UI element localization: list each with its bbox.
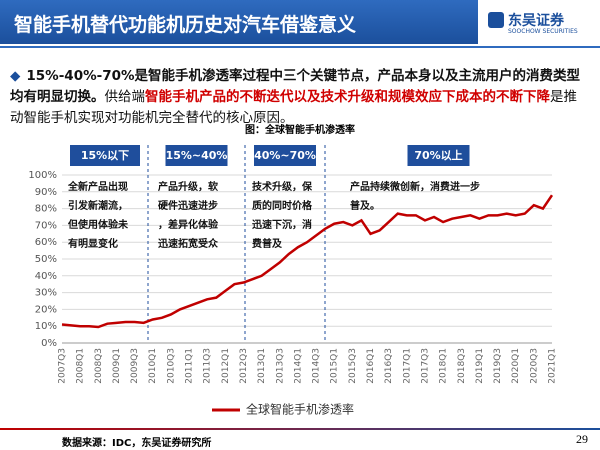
y-tick-label: 60% [35, 237, 57, 248]
phase-note: 技术升级，保 [252, 180, 313, 193]
phase-label: 15%以下 [81, 149, 129, 162]
x-tick-label: 2011Q1 [185, 348, 195, 384]
phase-note: 产品升级，软 [158, 180, 218, 193]
phase-note: 产品持续微创新，消费进一步 [350, 180, 480, 193]
x-tick-label: 2016Q1 [366, 348, 376, 384]
x-tick-label: 2018Q3 [457, 348, 467, 384]
x-tick-label: 2014Q3 [312, 348, 322, 384]
x-tick-label: 2015Q1 [330, 348, 340, 384]
y-tick-label: 100% [28, 170, 57, 181]
x-tick-label: 2013Q1 [257, 348, 267, 384]
x-tick-label: 2012Q1 [221, 348, 231, 384]
x-tick-label: 2016Q3 [384, 348, 394, 384]
x-tick-label: 2007Q3 [58, 348, 68, 384]
phase-note: 质的同时价格 [252, 199, 313, 212]
x-tick-label: 2010Q3 [166, 348, 176, 384]
x-tick-label: 2015Q3 [348, 348, 358, 384]
phase-box [165, 145, 228, 166]
x-tick-label: 2019Q3 [493, 348, 503, 384]
x-tick-label: 2012Q3 [239, 348, 249, 384]
x-tick-label: 2008Q3 [94, 348, 104, 384]
bullet-text: ◆ 15%-40%-70%是智能手机渗透率过程中三个关键节点，产品本身以及主流用户… [10, 66, 590, 129]
logo-subtitle: SOOCHOW SECURITIES [508, 28, 578, 35]
y-tick-label: 80% [35, 204, 57, 215]
x-tick-label: 2009Q3 [130, 348, 140, 384]
phase-box [407, 145, 470, 166]
bullet: ◆ [10, 68, 21, 84]
text-run: 15%-40%-70%是智能手机渗透率过程中三个关键节点，产品本身以及主流用户的… [10, 68, 581, 105]
phase-note: 全新产品出现 [67, 180, 128, 193]
x-tick-label: 2014Q1 [293, 348, 303, 384]
phase-box [254, 145, 316, 166]
phase-note: 迅速拓宽受众 [158, 237, 219, 250]
y-tick-label: 70% [35, 220, 57, 231]
text-run: 供给端 [104, 89, 146, 105]
y-tick-label: 50% [35, 254, 57, 265]
x-tick-label: 2017Q3 [420, 348, 430, 384]
x-tick-label: 2017Q1 [402, 348, 412, 384]
x-tick-label: 2020Q3 [529, 348, 539, 384]
x-tick-label: 2009Q1 [112, 348, 122, 384]
x-tick-label: 2019Q1 [475, 348, 485, 384]
footer-rule [0, 428, 600, 430]
phase-box [70, 145, 140, 166]
text-run: 智能手机产品的不断迭代以及技术升级和规模效应下成本的不断下降 [145, 89, 550, 105]
header-band: 智能手机替代功能机历史对汽车借鉴意义 [0, 0, 478, 44]
chart-title: 图：全球智能手机渗透率 [245, 123, 355, 136]
x-tick-label: 2010Q1 [148, 348, 158, 384]
slide-title: 智能手机替代功能机历史对汽车借鉴意义 [14, 14, 357, 36]
x-tick-label: 2020Q1 [511, 348, 521, 384]
phase-label: 15%~40% [166, 149, 228, 162]
x-tick-label: 2021Q1 [548, 348, 558, 384]
header-rule [0, 46, 600, 48]
series-line [61, 194, 554, 329]
phase-note: 费普及 [252, 237, 283, 250]
phase-note: 迅速下沉，消 [252, 218, 312, 231]
phase-note: 硬件迅速进步 [158, 199, 218, 212]
y-tick-label: 0% [41, 338, 57, 349]
phase-note: 但使用体验未 [67, 218, 128, 231]
x-tick-label: 2013Q3 [275, 348, 285, 384]
x-tick-label: 2018Q1 [439, 348, 449, 384]
page-number: 29 [576, 432, 588, 446]
phase-label: 70%以上 [414, 148, 462, 162]
source: 数据来源：IDC，东吴证券研究所 [62, 438, 212, 449]
phase-note: 引发新潮流， [68, 199, 128, 212]
logo-icon [488, 12, 504, 28]
y-tick-label: 20% [35, 304, 57, 315]
x-tick-label: 2008Q1 [76, 348, 86, 384]
legend-label: 全球智能手机渗透率 [246, 402, 354, 417]
phase-note: 普及。 [350, 199, 380, 212]
phase-note: ，差异化体验 [158, 218, 219, 231]
x-tick-label: 2011Q3 [203, 348, 213, 384]
y-tick-label: 10% [35, 321, 57, 332]
y-tick-label: 90% [35, 187, 57, 198]
y-tick-label: 30% [35, 288, 57, 299]
y-tick-label: 40% [35, 271, 57, 282]
phase-label: 40%~70% [254, 149, 316, 162]
text-run: 是推动智能手机实现对功能机完全替代的核心原因。 [10, 89, 577, 126]
phase-note: 有明显变化 [68, 237, 118, 250]
logo-name: 东吴证券 [508, 13, 564, 29]
